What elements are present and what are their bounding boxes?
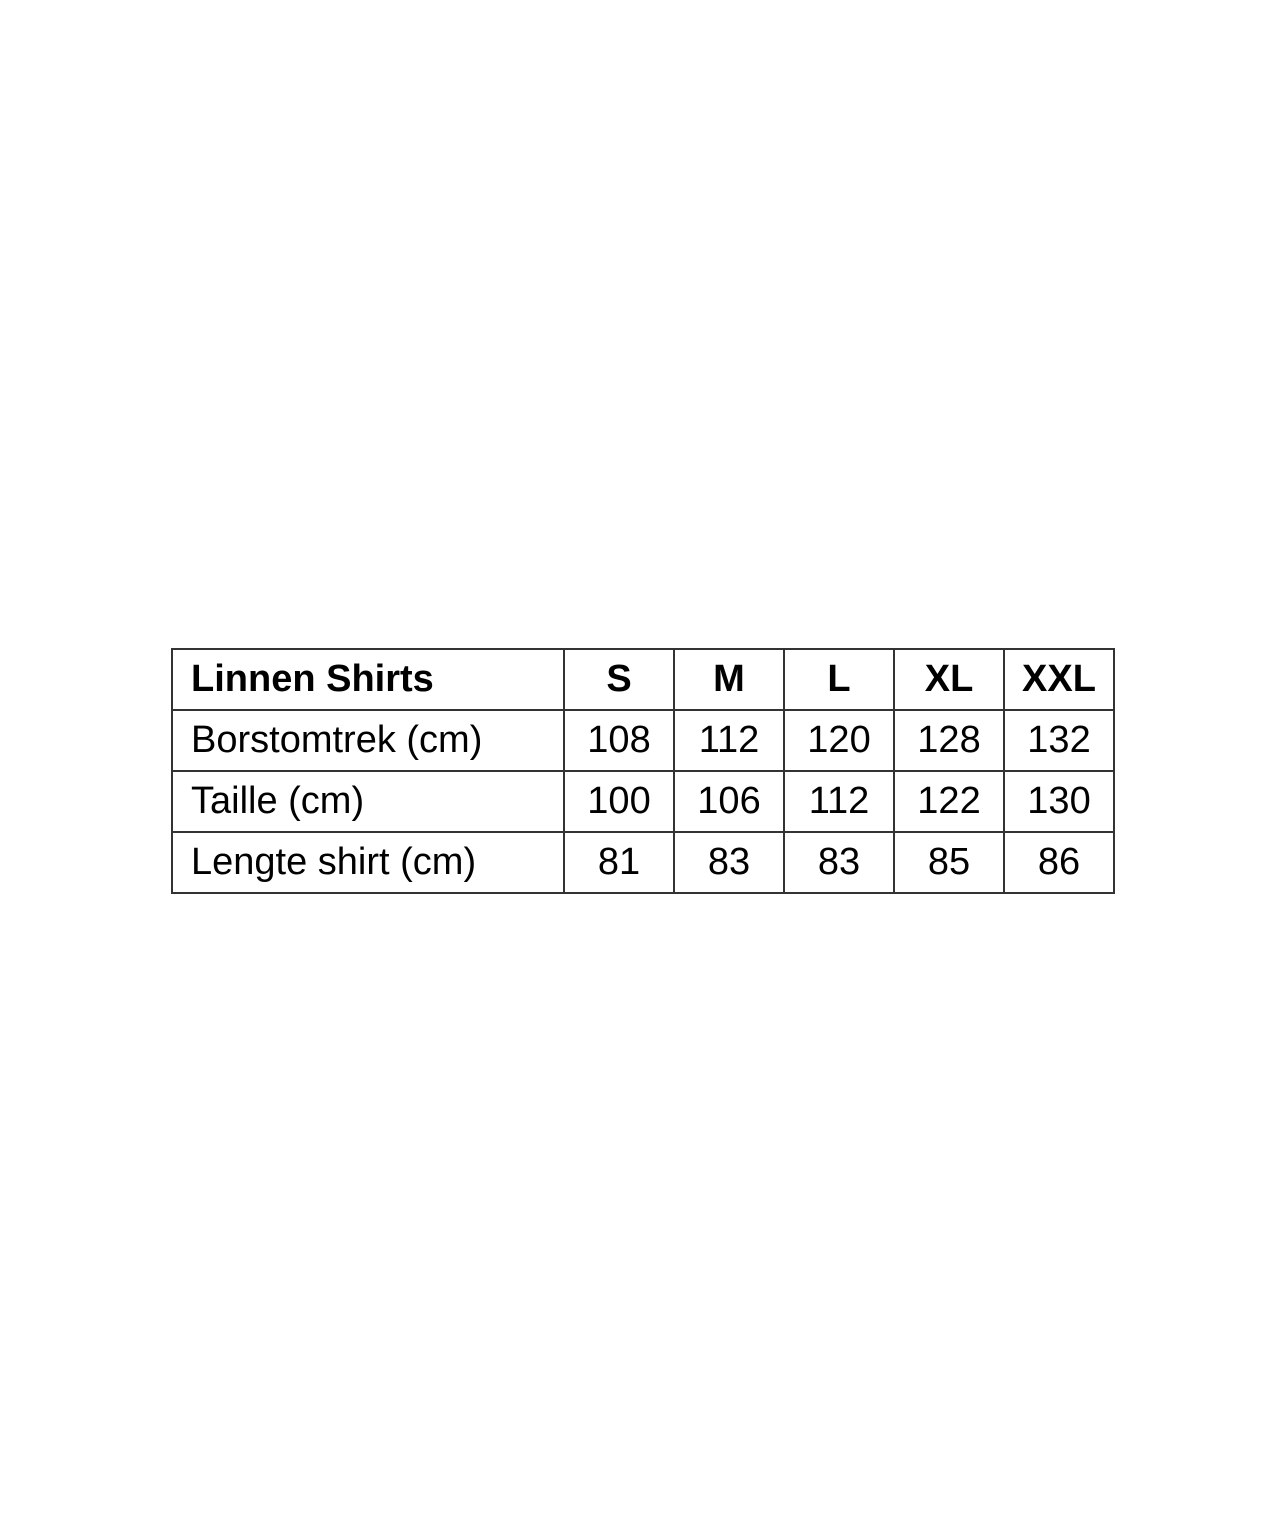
- size-header-l: L: [783, 648, 895, 711]
- size-header-xl: XL: [893, 648, 1005, 711]
- size-chart-table: Linnen Shirts S M L XL XXL Borstomtrek (…: [171, 648, 1115, 894]
- cell: 83: [673, 831, 785, 894]
- cell: 86: [1003, 831, 1115, 894]
- cell: 81: [563, 831, 675, 894]
- cell: 106: [673, 770, 785, 833]
- table-row: Taille (cm) 100 106 112 122 130: [171, 770, 1115, 833]
- cell: 83: [783, 831, 895, 894]
- cell: 112: [783, 770, 895, 833]
- size-header-m: M: [673, 648, 785, 711]
- cell: 128: [893, 709, 1005, 772]
- table-title: Linnen Shirts: [171, 648, 565, 711]
- cell: 85: [893, 831, 1005, 894]
- row-label: Borstomtrek (cm): [171, 709, 565, 772]
- cell: 100: [563, 770, 675, 833]
- size-header-s: S: [563, 648, 675, 711]
- cell: 122: [893, 770, 1005, 833]
- cell: 120: [783, 709, 895, 772]
- table-row: Lengte shirt (cm) 81 83 83 85 86: [171, 831, 1115, 894]
- cell: 108: [563, 709, 675, 772]
- cell: 132: [1003, 709, 1115, 772]
- cell: 112: [673, 709, 785, 772]
- row-label: Lengte shirt (cm): [171, 831, 565, 894]
- cell: 130: [1003, 770, 1115, 833]
- row-label: Taille (cm): [171, 770, 565, 833]
- header-row: Linnen Shirts S M L XL XXL: [171, 648, 1115, 711]
- table-row: Borstomtrek (cm) 108 112 120 128 132: [171, 709, 1115, 772]
- size-header-xxl: XXL: [1003, 648, 1115, 711]
